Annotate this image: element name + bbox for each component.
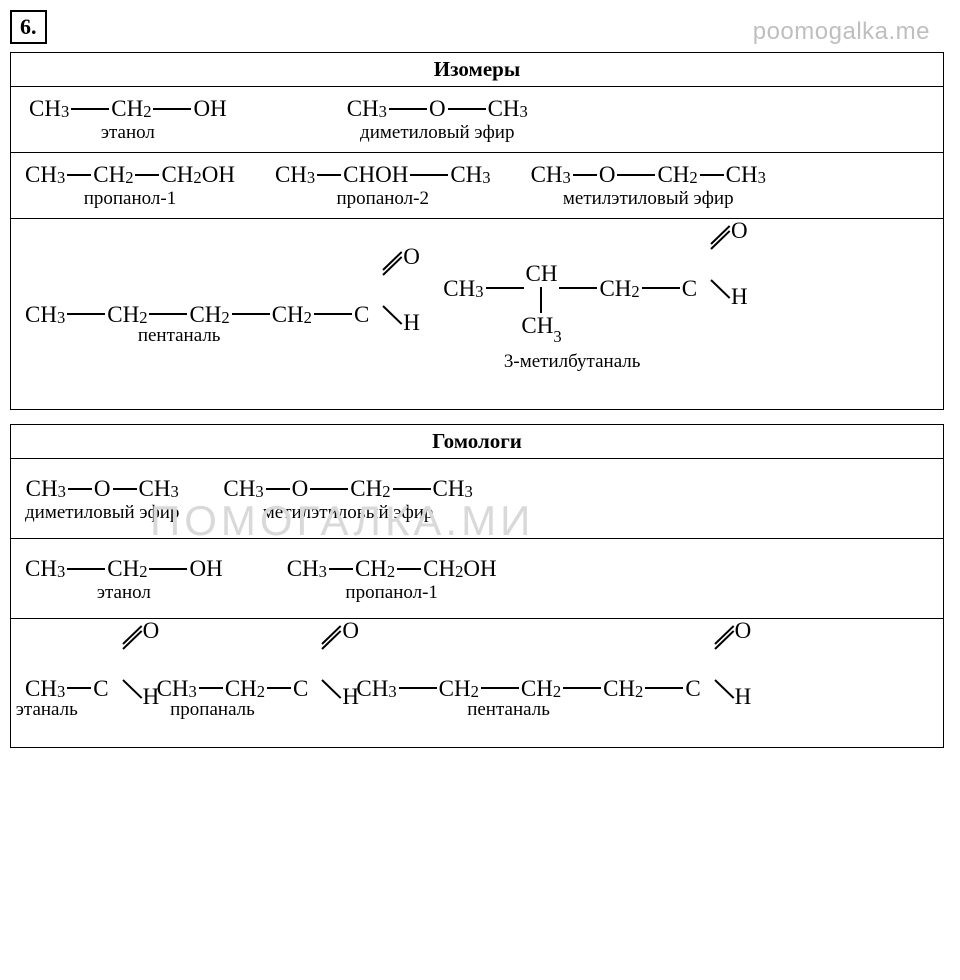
compound-propanal: CH3CH2C O H пропаналь [157, 653, 313, 721]
panel-homologs: Гомологи CH3OCH3 диметиловый эфир CH3OCH… [10, 424, 944, 748]
formula: CH3OCH2CH3 [223, 477, 472, 500]
row: CH3CH2CH2CH2C O H пентаналь CH3 CH CH3 C… [11, 219, 943, 409]
compound-ethanol: CH3CH2OH этанол [25, 557, 223, 604]
name: 3-метилбутаналь [504, 351, 641, 373]
compound-ethanal: CH3C O H этаналь [25, 653, 113, 721]
formula: CH3OCH3 [347, 97, 528, 120]
row: CH3CH2CH2OH пропанол-1 CH3CHOHCH3 пропан… [11, 153, 943, 219]
formula: CH3OCH3 [26, 477, 179, 500]
question-number: 6. [10, 10, 47, 44]
formula: CH3OCH2CH3 [531, 163, 766, 186]
formula: CH3CH2OH [29, 97, 227, 120]
name: этанол [97, 582, 151, 604]
row: CH3OCH3 диметиловый эфир CH3OCH2CH3 мети… [11, 459, 943, 539]
formula: CH3CH2CH2OH [25, 163, 235, 186]
name: пропанол-1 [345, 582, 438, 604]
name: пентаналь [467, 699, 550, 721]
branch: CH CH3 [526, 262, 558, 315]
name: этаналь [16, 699, 78, 721]
panel-header: Изомеры [11, 53, 943, 87]
panel-isomers: Изомеры CH3CH2OH этанол CH3OCH3 диметило… [10, 52, 944, 410]
panel-header: Гомологи [11, 425, 943, 459]
compound-propanol-1: CH3CH2CH2OH пропанол-1 [287, 557, 497, 604]
compound-dimethyl-ether: CH3OCH3 диметиловый эфир [25, 477, 179, 524]
name: этанол [101, 122, 155, 144]
compound-propanol-2: CH3CHOHCH3 пропанол-2 [275, 163, 491, 210]
row: CH3CH2OH этанол CH3CH2CH2OH пропанол-1 [11, 539, 943, 619]
row: CH3CH2OH этанол CH3OCH3 диметиловый эфир [11, 87, 943, 153]
compound-methylethyl-ether: CH3OCH2CH3 метилэтиловый эфир [531, 163, 766, 210]
name: пропанол-1 [84, 188, 177, 210]
compound-methylethyl-ether: CH3OCH2CH3 метилэтиловый эфир [223, 477, 472, 524]
name: пропаналь [170, 699, 255, 721]
compound-ethanol: CH3CH2OH этанол [29, 97, 227, 144]
name: диметиловый эфир [25, 502, 179, 524]
compound-pentanal: CH3CH2CH2CH2C O H пентаналь [25, 279, 373, 347]
formula: CH3CH2CH2OH [287, 557, 497, 580]
formula: CH3 CH CH3 CH2C O H [443, 253, 701, 323]
compound-dimethyl-ether: CH3OCH3 диметиловый эфир [347, 97, 528, 144]
row: CH3C O H этаналь CH3CH2C O H пропаналь C… [11, 619, 943, 747]
name: метилэтиловый эфир [263, 502, 434, 524]
formula: CH3CHOHCH3 [275, 163, 491, 186]
name: пентаналь [138, 325, 221, 347]
formula: CH3CH2OH [25, 557, 223, 580]
compound-pentanal: CH3CH2CH2CH2C O H пентаналь [356, 653, 704, 721]
watermark-top: poomogalka.me [753, 18, 930, 46]
name: диметиловый эфир [360, 122, 514, 144]
compound-3-methylbutanal: CH3 CH CH3 CH2C O H 3-метилбутаналь [443, 253, 701, 373]
name: пропанол-2 [337, 188, 430, 210]
compound-propanol-1: CH3CH2CH2OH пропанол-1 [25, 163, 235, 210]
name: метилэтиловый эфир [563, 188, 734, 210]
